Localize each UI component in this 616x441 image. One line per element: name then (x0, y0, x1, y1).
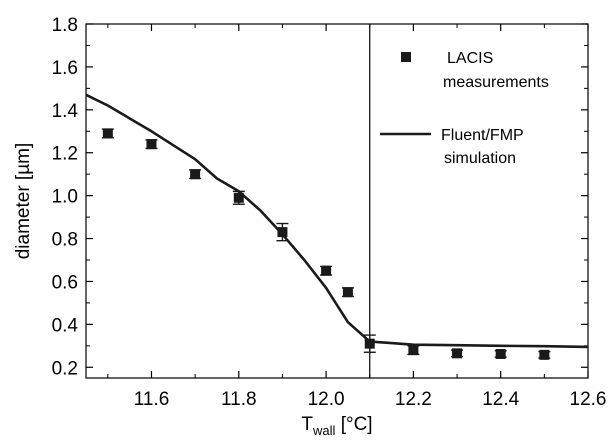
legend-label-sim-line2: simulation (444, 150, 516, 167)
data-point (189, 169, 202, 180)
y-axis-label: diameter [µm] (13, 143, 34, 260)
marker-square (277, 227, 288, 238)
legend-marker-square (401, 52, 411, 62)
marker-square (342, 287, 353, 298)
y-tick-label: 1.0 (52, 187, 78, 208)
y-tick-label: 1.6 (52, 58, 78, 79)
y-tick-label: 0.8 (52, 230, 78, 251)
marker-square (190, 169, 201, 180)
y-tick-label: 0.6 (52, 272, 78, 293)
x-axis-label: Twall [°C] (301, 414, 372, 438)
data-point (451, 348, 464, 359)
data-point (407, 345, 420, 356)
marker-square (146, 139, 157, 150)
data-point (101, 128, 114, 139)
y-tick-label: 1.2 (52, 144, 78, 165)
data-point (145, 139, 158, 150)
legend: LACIS measurements Fluent/FMP simulation (380, 50, 549, 167)
axis-tick-labels: 0.2 0.4 0.6 0.8 1.0 1.2 1.4 1.6 1.8 11.6 11.8 12.0 1… (52, 15, 607, 410)
y-tick-label: 1.8 (52, 15, 78, 36)
x-tick-label: 12.0 (308, 389, 345, 410)
x-tick-label: 12.6 (570, 389, 607, 410)
marker-square (364, 338, 375, 349)
simulation-line (85, 93, 589, 349)
marker-square (495, 348, 506, 359)
marker-square (539, 349, 550, 360)
marker-square (408, 345, 419, 356)
x-axis-label-unit: [°C] (335, 414, 372, 435)
legend-label-sim-line1: Fluent/FMP (441, 127, 524, 144)
x-tick-label: 12.2 (395, 389, 432, 410)
data-point (341, 287, 354, 298)
legend-label-lacis-line1: LACIS (447, 50, 493, 67)
y-tick-label: 0.2 (52, 358, 78, 379)
marker-square (102, 128, 113, 139)
x-axis-label-sub: wall (312, 423, 336, 438)
x-tick-label: 11.6 (134, 389, 170, 410)
measurement-points (101, 128, 551, 360)
data-point (363, 334, 376, 353)
data-point (538, 349, 551, 360)
x-tick-label: 11.8 (221, 389, 257, 410)
data-point (320, 265, 333, 276)
x-axis-label-main: T (301, 414, 313, 435)
data-point (276, 222, 289, 242)
marker-square (452, 348, 463, 359)
data-point (232, 190, 245, 205)
marker-square (233, 192, 244, 203)
y-tick-label: 1.4 (52, 101, 79, 122)
legend-label-lacis-line2: measurements (443, 74, 549, 91)
data-point (494, 348, 507, 359)
plot-area (85, 23, 589, 379)
marker-square (321, 265, 332, 276)
x-tick-label: 12.4 (482, 389, 519, 410)
y-tick-label: 0.4 (52, 315, 79, 336)
axis-ticks (86, 23, 589, 378)
